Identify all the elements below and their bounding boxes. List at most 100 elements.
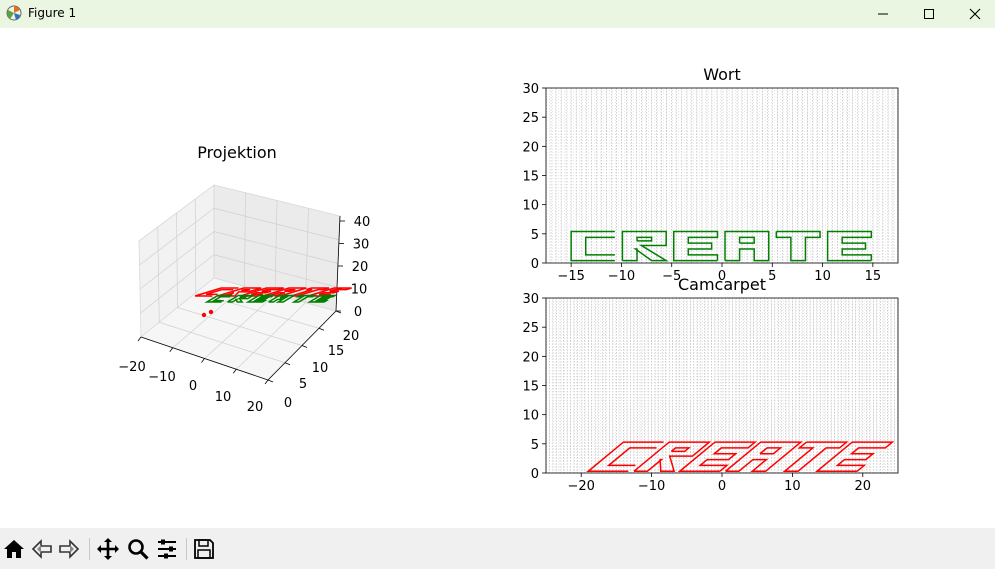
close-icon	[969, 8, 981, 20]
wort-word-letter-r	[621, 230, 669, 262]
pan-icon	[97, 538, 119, 560]
p3d-gridline	[194, 198, 197, 293]
save-button[interactable]	[192, 537, 216, 561]
p3d-y-tick-label: 20	[343, 329, 360, 344]
p3d-z-tick-label: 40	[354, 215, 371, 230]
window-title: Figure 1	[28, 6, 77, 20]
close-button[interactable]	[952, 0, 995, 28]
wort-word-letter-e	[826, 230, 873, 262]
p3d-red-word-letter-e	[307, 287, 352, 297]
cam-y-tick-label: 0	[531, 467, 539, 482]
cam-x-tick-label: 0	[718, 479, 726, 494]
p3d-x-tick	[201, 358, 205, 363]
cam-title: Camcarpet	[678, 275, 766, 294]
zoom-icon	[128, 539, 149, 560]
p3d-red-word-letter-e	[240, 287, 284, 297]
p3d-red-word-stroke	[205, 288, 234, 296]
cam-word-letter-e	[814, 441, 895, 472]
p3d-x-tick-label: 10	[215, 390, 232, 405]
p3d-x-tick	[169, 347, 174, 352]
wort-x-tick-label: 10	[814, 269, 831, 284]
p3d-x-tick-label: −20	[118, 360, 145, 375]
wort-word-stroke	[724, 230, 770, 262]
wort-x-tick-label: −15	[557, 269, 584, 284]
title-bar: Figure 1	[0, 0, 995, 28]
configure-subplots-icon	[158, 539, 176, 559]
configure-subplots-button[interactable]	[155, 537, 179, 561]
wort-y-tick-label: 30	[522, 82, 539, 97]
forward-button[interactable]	[57, 537, 81, 561]
cam-x-tick-label: −20	[567, 479, 594, 494]
wort-word-stroke	[672, 230, 719, 262]
p3d-green-word-stroke	[204, 294, 233, 303]
p3d-gridline	[213, 254, 338, 288]
p3d-red-word-stroke	[284, 288, 296, 292]
cam-word-letter-a	[725, 441, 803, 472]
p3d-green-word-stroke	[306, 294, 338, 303]
p3d-green-word-letter-e	[245, 294, 277, 303]
wort-axes[interactable]: −15 −10 −5 0 5 10 15 0 5 10 15 20 25 30 Wort	[522, 65, 899, 284]
p3d-green-word-stroke	[227, 294, 256, 303]
p3d-x-tick-label: −10	[148, 370, 175, 385]
cam-y-tick-label: 25	[522, 321, 539, 336]
p3d-red-word-stroke	[240, 287, 284, 297]
p3d-z-tick-label: 30	[353, 238, 370, 253]
wort-x-tick-label: −5	[662, 269, 681, 284]
cam-y-tick-label: 15	[522, 380, 539, 395]
cam-x-tick-label: 10	[784, 479, 801, 494]
p3d-gridline	[177, 307, 303, 346]
p3d-gridline	[213, 231, 339, 264]
zoom-button[interactable]	[126, 537, 150, 561]
p3d-title: Projektion	[197, 143, 277, 162]
pan-button[interactable]	[96, 537, 120, 561]
p3d-x-tick	[264, 379, 269, 385]
maximize-icon	[924, 9, 934, 19]
wort-x-tick-label: −10	[608, 269, 635, 284]
p3d-red-word-stroke	[240, 288, 251, 292]
home-button[interactable]	[2, 537, 26, 561]
maximize-button[interactable]	[906, 0, 952, 28]
cam-word-letter-r	[633, 441, 712, 472]
wort-word-stroke	[775, 230, 821, 262]
p3d-x-tick-label: 20	[247, 400, 264, 415]
wort-word-letter-c	[570, 230, 615, 262]
cam-x-tick-label: 20	[855, 479, 872, 494]
back-button[interactable]	[30, 537, 54, 561]
p3d-red-word-letter-c	[194, 287, 239, 297]
p3d-y-tick	[267, 379, 274, 383]
wort-word-letter-t	[775, 230, 821, 262]
p3d-y-tick-label: 15	[328, 344, 345, 359]
p3d-red-word-stroke	[194, 287, 239, 297]
minimize-button[interactable]	[860, 0, 906, 28]
wort-word-stroke	[570, 230, 615, 262]
p3d-green-word-stroke	[211, 296, 231, 302]
wort-x-tick-label: 0	[718, 269, 726, 284]
p3d-y-tick-label: 5	[299, 377, 307, 392]
save-icon	[194, 539, 214, 559]
cam-y-tick-label: 10	[522, 409, 539, 424]
cam-word-stroke	[725, 441, 803, 472]
p3d-green-word-letter-a	[268, 294, 297, 303]
wort-x-tick-label: 15	[865, 269, 882, 284]
wort-y-tick-label: 20	[522, 140, 539, 155]
wort-word-stroke	[826, 230, 873, 262]
p3d-y-tick-label: 0	[284, 396, 292, 411]
camcarpet-axes[interactable]: −20 −10 0 10 20 0 5 10 15 20 25 30 Camcarpet	[522, 275, 899, 494]
wort-word-stroke	[584, 236, 615, 256]
cam-word-stroke	[759, 447, 783, 455]
navigation-toolbar	[0, 528, 995, 569]
p3d-green-word-letter-c	[204, 294, 233, 303]
cam-word-stroke	[633, 441, 712, 472]
cam-word-stroke	[586, 441, 664, 472]
p3d-x-tick	[137, 336, 142, 342]
p3d-green-word-stroke	[279, 296, 290, 299]
cam-x-tick-label: −10	[638, 479, 665, 494]
cam-word-stroke	[782, 441, 849, 472]
cam-word-stroke	[814, 441, 895, 472]
p3d-green-word-letter-e	[306, 294, 338, 303]
p3d-green-word-stroke	[245, 294, 277, 303]
wort-y-tick-label: 10	[522, 199, 539, 214]
p3d-red-point	[201, 312, 207, 318]
